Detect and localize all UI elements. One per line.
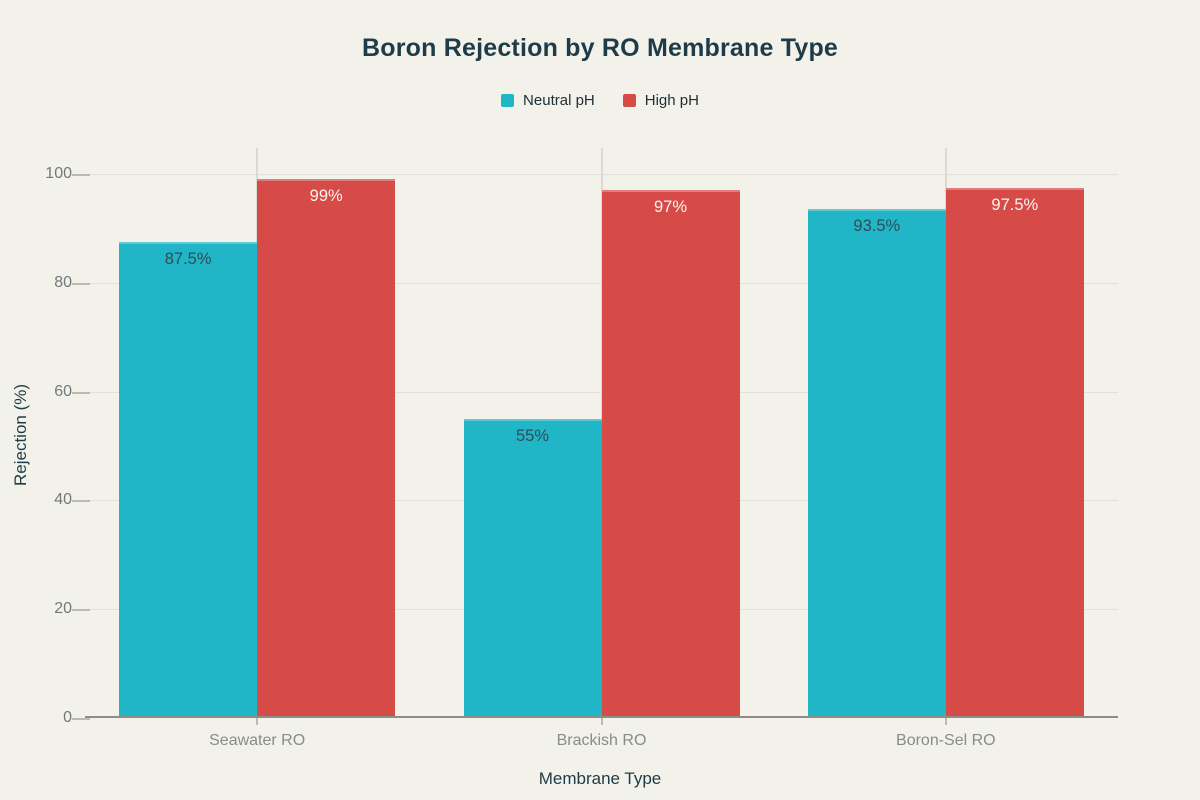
x-tick [944, 718, 947, 725]
bar-neutral-ph-brackish-ro [463, 418, 602, 717]
legend-swatch-high-ph-icon [622, 94, 636, 107]
y-tick [72, 718, 90, 720]
chart-title: Boron Rejection by RO Membrane Type [361, 34, 839, 62]
y-tick [72, 174, 90, 176]
category-label-seawater-ro: Seawater RO [209, 732, 306, 749]
y-tick-label: 40 [54, 491, 72, 509]
bar-neutral-ph-boron-sel-ro [807, 209, 946, 717]
legend-item-high-ph: High pH [622, 92, 699, 109]
legend-item-neutral-ph: Neutral pH [501, 92, 595, 109]
y-tick [72, 609, 90, 612]
x-tick [256, 718, 259, 725]
x-axis-title: Membrane Type [538, 769, 662, 788]
y-gridline [88, 174, 1118, 175]
bar-neutral-ph-seawater-ro [119, 242, 258, 717]
y-tick-label: 60 [54, 382, 72, 400]
y-tick [72, 391, 90, 394]
y-tick-label: 0 [63, 709, 72, 726]
x-tick [600, 718, 603, 725]
y-tick [72, 500, 90, 503]
bar-value-label: 55% [515, 426, 550, 445]
y-tick-label: 20 [54, 600, 72, 618]
bar-value-label: 87.5% [164, 250, 212, 268]
category-label-brackish-ro: Brackish RO [556, 732, 647, 749]
legend-swatch-neutral-ph-icon [501, 94, 515, 107]
bar-value-label: 97.5% [991, 195, 1039, 214]
bar-value-label: 99% [309, 187, 343, 206]
y-axis-title: Rejection (%) [11, 383, 30, 487]
x-axis-line [85, 716, 1118, 718]
bar-high-ph-seawater-ro [257, 179, 396, 717]
bar-value-label: 93.5% [853, 217, 901, 236]
y-tick-label: 100 [45, 165, 72, 182]
bar-high-ph-boron-sel-ro [945, 187, 1084, 717]
y-tick-label: 80 [54, 273, 72, 291]
legend-label: Neutral pH [523, 92, 595, 109]
legend-label: High pH [644, 92, 699, 109]
y-tick [72, 282, 90, 285]
category-label-boron-sel-ro: Boron-Sel RO [896, 732, 996, 749]
chart-legend: Neutral pH High pH [0, 92, 1200, 109]
bar-high-ph-brackish-ro [601, 190, 740, 717]
bar-value-label: 97% [653, 198, 688, 217]
